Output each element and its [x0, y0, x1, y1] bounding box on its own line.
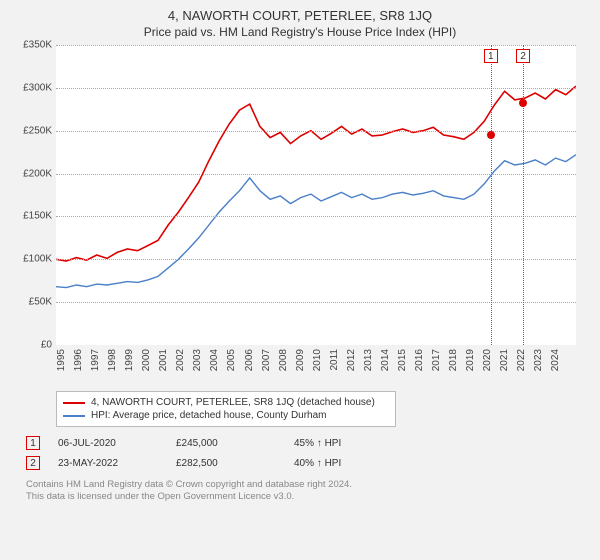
y-tick: £100K — [23, 254, 52, 265]
plot-area: 12 — [56, 45, 576, 345]
marker-rule — [523, 45, 524, 345]
x-tick: 2024 — [550, 349, 561, 371]
x-tick: 1995 — [56, 349, 67, 371]
gridline — [56, 88, 576, 89]
series-line — [56, 155, 576, 288]
page-subtitle: Price paid vs. HM Land Registry's House … — [14, 25, 586, 39]
sale-price: £245,000 — [176, 438, 276, 449]
x-tick: 2017 — [431, 349, 442, 371]
y-tick: £350K — [23, 40, 52, 51]
gridline — [56, 174, 576, 175]
x-tick: 1997 — [90, 349, 101, 371]
x-tick: 2014 — [380, 349, 391, 371]
y-tick: £300K — [23, 82, 52, 93]
x-tick: 2023 — [533, 349, 544, 371]
gridline — [56, 216, 576, 217]
marker-dot — [519, 99, 527, 107]
sale-delta: 40% ↑ HPI — [294, 458, 394, 469]
chart: £0£50K£100K£150K£200K£250K£300K£350K 12 … — [14, 45, 586, 387]
sale-row: 1 06-JUL-2020 £245,000 45% ↑ HPI — [26, 433, 586, 453]
x-tick: 2015 — [397, 349, 408, 371]
x-tick: 2006 — [244, 349, 255, 371]
footer-line-2: This data is licensed under the Open Gov… — [26, 491, 586, 503]
legend-label: 4, NAWORTH COURT, PETERLEE, SR8 1JQ (det… — [91, 397, 375, 408]
x-tick: 2001 — [158, 349, 169, 371]
marker-label: 1 — [484, 49, 498, 63]
legend-row: HPI: Average price, detached house, Coun… — [63, 409, 389, 422]
sale-date: 06-JUL-2020 — [58, 438, 158, 449]
sale-delta: 45% ↑ HPI — [294, 438, 394, 449]
x-tick: 2019 — [465, 349, 476, 371]
legend-swatch — [63, 415, 85, 417]
y-tick: £0 — [41, 340, 52, 351]
sales-table: 1 06-JUL-2020 £245,000 45% ↑ HPI 2 23-MAY-202… — [26, 433, 586, 473]
x-tick: 2005 — [226, 349, 237, 371]
sale-price: £282,500 — [176, 458, 276, 469]
sale-row: 2 23-MAY-2022 £282,500 40% ↑ HPI — [26, 453, 586, 473]
x-tick: 2018 — [448, 349, 459, 371]
x-tick: 2010 — [312, 349, 323, 371]
x-tick: 2002 — [175, 349, 186, 371]
legend-swatch — [63, 402, 85, 404]
gridline — [56, 131, 576, 132]
legend: 4, NAWORTH COURT, PETERLEE, SR8 1JQ (det… — [56, 391, 396, 427]
x-tick: 2021 — [499, 349, 510, 371]
sale-date: 23-MAY-2022 — [58, 458, 158, 469]
x-tick: 2009 — [295, 349, 306, 371]
marker-rule — [491, 45, 492, 345]
x-axis: 1995 1996 1997 1998 1999 2000 2001 2002 2003 2004… — [56, 345, 576, 387]
gridline — [56, 302, 576, 303]
y-axis: £0£50K£100K£150K£200K£250K£300K£350K — [14, 45, 56, 345]
x-tick: 2004 — [209, 349, 220, 371]
x-tick: 1999 — [124, 349, 135, 371]
x-tick: 2007 — [261, 349, 272, 371]
x-tick: 1998 — [107, 349, 118, 371]
marker-label: 2 — [516, 49, 530, 63]
x-tick: 2013 — [363, 349, 374, 371]
line-layer — [56, 45, 576, 345]
footer-line-1: Contains HM Land Registry data © Crown c… — [26, 479, 586, 491]
footer-attribution: Contains HM Land Registry data © Crown c… — [26, 479, 586, 504]
x-tick: 2003 — [192, 349, 203, 371]
page-title: 4, NAWORTH COURT, PETERLEE, SR8 1JQ — [14, 8, 586, 23]
y-tick: £150K — [23, 211, 52, 222]
y-tick: £250K — [23, 125, 52, 136]
gridline — [56, 45, 576, 46]
sale-marker: 2 — [26, 456, 40, 470]
x-tick: 2000 — [141, 349, 152, 371]
y-tick: £50K — [29, 297, 52, 308]
x-tick: 2011 — [329, 349, 340, 371]
x-tick: 2008 — [278, 349, 289, 371]
sale-marker: 1 — [26, 436, 40, 450]
x-tick: 2020 — [482, 349, 493, 371]
x-tick: 2012 — [346, 349, 357, 371]
legend-label: HPI: Average price, detached house, Coun… — [91, 410, 327, 421]
marker-dot — [487, 131, 495, 139]
y-tick: £200K — [23, 168, 52, 179]
x-tick: 2016 — [414, 349, 425, 371]
legend-row: 4, NAWORTH COURT, PETERLEE, SR8 1JQ (det… — [63, 396, 389, 409]
x-tick: 1996 — [73, 349, 84, 371]
x-tick: 2022 — [516, 349, 527, 371]
gridline — [56, 259, 576, 260]
